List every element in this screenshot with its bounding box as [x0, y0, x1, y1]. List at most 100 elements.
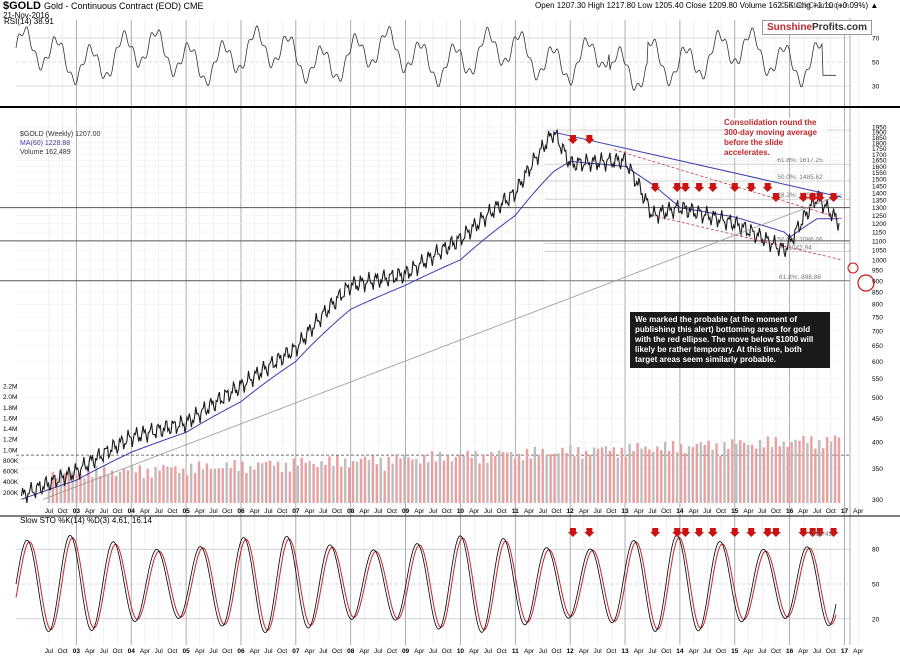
price-tick-label: 1400: [872, 190, 887, 197]
x-tick-label: Jul: [100, 508, 109, 515]
down-arrow-marker: [814, 193, 825, 202]
x-tick-label: 12: [567, 508, 575, 515]
x-tick-label-bottom: Oct: [771, 648, 781, 655]
volume-tick-label: 2.2M: [3, 384, 17, 391]
x-tick-label-bottom: 08: [347, 648, 355, 655]
x-tick-label-bottom: Apr: [85, 648, 96, 655]
volume-bar: [87, 469, 90, 503]
x-tick-label: Oct: [167, 508, 177, 515]
volume-bar: [332, 465, 335, 503]
sto-down-arrow-marker: [584, 528, 595, 537]
volume-bar: [383, 470, 386, 503]
price-tick-label: 1800: [872, 140, 887, 147]
volume-bar: [130, 465, 134, 503]
price-tick-label: 650: [872, 343, 883, 350]
volume-bar: [577, 447, 580, 503]
symbol: $GOLD: [3, 0, 41, 12]
volume-bar: [569, 445, 572, 503]
x-tick-label-bottom: Jul: [429, 648, 438, 655]
target-ellipse-small: [847, 262, 859, 274]
x-tick-label: Apr: [85, 508, 96, 515]
sto-down-arrow-marker: [567, 528, 578, 537]
volume-tick-label: 2.0M: [3, 394, 17, 401]
fib-level-label: 38.2%: 1356.58: [777, 192, 823, 199]
volume-bar: [616, 457, 619, 503]
volume-bar: [584, 450, 588, 503]
x-tick-label: Apr: [359, 508, 370, 515]
x-tick-label-bottom: Jul: [155, 648, 164, 655]
volume-bar: [814, 448, 817, 503]
x-tick-label: Apr: [524, 508, 535, 515]
x-tick-label: Jul: [155, 508, 164, 515]
volume-bar: [782, 441, 785, 503]
volume-bar: [533, 446, 537, 503]
volume-bar: [521, 460, 525, 503]
volume-bar: [450, 461, 454, 503]
x-tick-label-bottom: Oct: [716, 648, 726, 655]
volume-bar: [505, 452, 509, 503]
x-tick-label: Apr: [195, 508, 206, 515]
target-ellipse: [857, 274, 875, 292]
volume-bar: [786, 446, 789, 503]
volume-bar: [683, 452, 687, 503]
volume-bar: [122, 469, 126, 503]
price-tick-label: 1300: [872, 205, 887, 212]
x-tick-label: Jul: [264, 508, 273, 515]
x-tick-label: Oct: [222, 508, 232, 515]
volume-bar: [197, 461, 201, 503]
x-tick-label: 03: [73, 508, 81, 515]
price-tick-label: 850: [872, 290, 883, 297]
volume-bar: [99, 475, 102, 503]
volume-bar: [640, 448, 643, 503]
x-tick-label: Jul: [45, 508, 54, 515]
volume-bar: [770, 447, 774, 503]
volume-bar: [47, 485, 51, 503]
volume-bar: [509, 451, 513, 503]
volume-bar: [632, 450, 635, 503]
x-tick-label: Oct: [442, 508, 452, 515]
price-tick-label: 350: [872, 466, 883, 473]
volume-bar: [423, 454, 426, 503]
price-tick-label: 1650: [872, 158, 887, 165]
volume-bar: [454, 456, 458, 503]
sto-down-arrow-marker: [707, 528, 718, 537]
bottom-note: We marked the probable (at the moment of…: [630, 312, 830, 368]
volume-bar: [671, 440, 675, 503]
volume-bar: [174, 466, 177, 503]
volume-bar: [667, 450, 671, 503]
volume-bar: [707, 440, 710, 503]
volume-tick-label: 1.6M: [3, 415, 17, 422]
volume-bar: [324, 465, 327, 503]
volume-bar: [735, 443, 738, 503]
volume-bar: [257, 462, 260, 503]
x-tick-label: 06: [237, 508, 245, 515]
volume-bar: [245, 472, 248, 503]
volume-bar: [253, 469, 256, 503]
x-tick-label: Jul: [813, 508, 822, 515]
volume-bar: [695, 443, 699, 503]
volume-bar: [537, 454, 540, 503]
sto-down-arrow-marker: [672, 528, 683, 537]
x-tick-label: Oct: [277, 508, 287, 515]
volume-bar: [802, 436, 805, 503]
volume-bar: [241, 461, 244, 503]
x-tick-label-bottom: Oct: [497, 648, 507, 655]
x-tick-label-bottom: Jul: [209, 648, 218, 655]
x-tick-label: 13: [621, 508, 629, 515]
volume-bar: [205, 463, 209, 503]
volume-bar: [687, 446, 691, 503]
fib-level-label: 50.0%: 1485.62: [777, 174, 823, 181]
volume-bar: [746, 444, 750, 503]
x-tick-label: 15: [731, 508, 739, 515]
x-tick-label: 14: [676, 508, 684, 515]
volume-bar: [91, 477, 94, 503]
quote-line: Open 1207.30 High 1217.80 Low 1205.40 Cl…: [535, 1, 879, 10]
down-arrow-marker: [694, 183, 705, 192]
volume-bar: [201, 469, 205, 503]
x-tick-label-bottom: Apr: [634, 648, 645, 655]
price-tick-label: 1000: [872, 257, 887, 264]
volume-bar: [474, 450, 477, 503]
volume-bar: [359, 458, 363, 503]
volume-bar: [367, 459, 371, 503]
volume-bar: [588, 454, 592, 503]
